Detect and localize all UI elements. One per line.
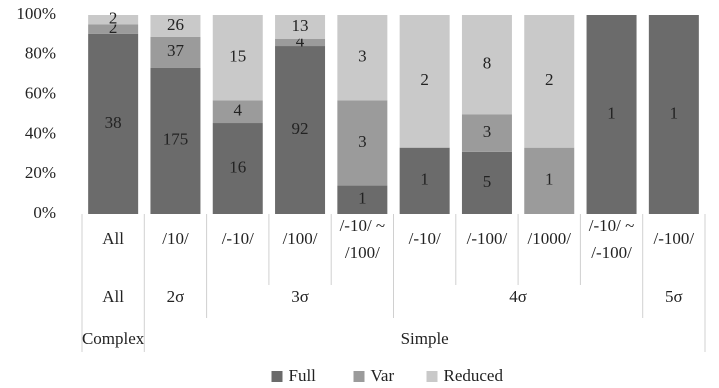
legend-label: Var — [371, 366, 395, 385]
legend-swatch — [271, 371, 283, 382]
bar-segment — [88, 24, 139, 34]
bar-segment — [524, 15, 575, 148]
data-label: 8 — [483, 54, 492, 73]
x-tick-label: /-10/ ~/-100/ — [589, 216, 635, 262]
data-label: 3 — [483, 122, 492, 141]
bar-segment — [586, 15, 637, 214]
y-tick-label: 20% — [25, 163, 56, 182]
data-label: 2 — [420, 70, 429, 89]
data-label: 2 — [545, 70, 554, 89]
bar-segment — [461, 114, 512, 152]
group-label: 2σ — [167, 287, 185, 306]
group-label: 4σ — [509, 287, 527, 306]
bar-segment — [461, 151, 512, 214]
legend-label: Reduced — [444, 366, 504, 385]
bar-segment — [337, 100, 388, 186]
x-tick-label: All — [102, 229, 124, 248]
bar-segment — [88, 15, 139, 25]
bar-segment — [337, 15, 388, 101]
y-tick-label: 60% — [25, 84, 56, 103]
data-label: 15 — [229, 47, 246, 66]
data-label: 1 — [420, 170, 429, 189]
data-label: 1 — [358, 189, 367, 208]
bar-segment — [524, 147, 575, 214]
bar-segment — [275, 38, 326, 47]
bar-segment — [212, 100, 263, 124]
bar-segment — [648, 15, 699, 214]
group-label: All — [102, 287, 124, 306]
bar-segment — [399, 15, 450, 148]
y-tick-label: 40% — [25, 123, 56, 142]
data-label: 16 — [229, 157, 246, 176]
data-label: 13 — [292, 16, 309, 35]
x-tick-label: /-10/ — [409, 229, 441, 248]
bar-segment — [461, 15, 512, 115]
y-tick-label: 80% — [25, 44, 56, 63]
data-label: 1 — [545, 170, 554, 189]
data-label: 38 — [105, 113, 122, 132]
data-label: 4 — [296, 31, 305, 50]
bar-segment — [212, 123, 263, 214]
data-label: 2 — [109, 18, 118, 37]
bar-segment — [150, 67, 201, 214]
data-label: 26 — [167, 15, 184, 34]
group-label: Complex — [82, 329, 145, 348]
group-label: Simple — [401, 329, 449, 348]
bar-segment — [88, 33, 139, 215]
bar-segment — [275, 15, 326, 39]
bar-segment — [275, 46, 326, 214]
data-label: 4 — [234, 101, 243, 120]
x-tick-label: /-100/ — [654, 229, 695, 248]
data-label: 37 — [167, 41, 185, 60]
x-tick-label: /100/ — [283, 229, 318, 248]
group-label: 5σ — [665, 287, 683, 306]
bar-segment — [150, 15, 201, 37]
x-tick-label: /-10/ ~/100/ — [340, 216, 386, 262]
bar-segment — [212, 15, 263, 101]
group-label: 3σ — [291, 287, 309, 306]
x-tick-label: /-10/ — [222, 229, 254, 248]
data-label: 2 — [109, 9, 118, 28]
x-tick-label: /1000/ — [528, 229, 572, 248]
data-label: 1 — [607, 103, 616, 122]
legend-swatch — [426, 371, 438, 382]
data-label: 3 — [358, 47, 367, 66]
y-tick-label: 0% — [33, 203, 56, 222]
data-label: 5 — [483, 172, 492, 191]
bar-segment — [337, 185, 388, 214]
legend-label: Full — [289, 366, 317, 385]
x-tick-label: /10/ — [162, 229, 189, 248]
data-label: 3 — [358, 132, 367, 151]
data-label: 1 — [670, 103, 679, 122]
data-label: 92 — [292, 119, 309, 138]
bar-segment — [399, 147, 450, 214]
x-tick-label: /-100/ — [467, 229, 508, 248]
y-tick-label: 100% — [16, 4, 56, 23]
data-label: 175 — [163, 130, 189, 149]
bar-segment — [150, 36, 201, 68]
legend-swatch — [353, 371, 365, 382]
